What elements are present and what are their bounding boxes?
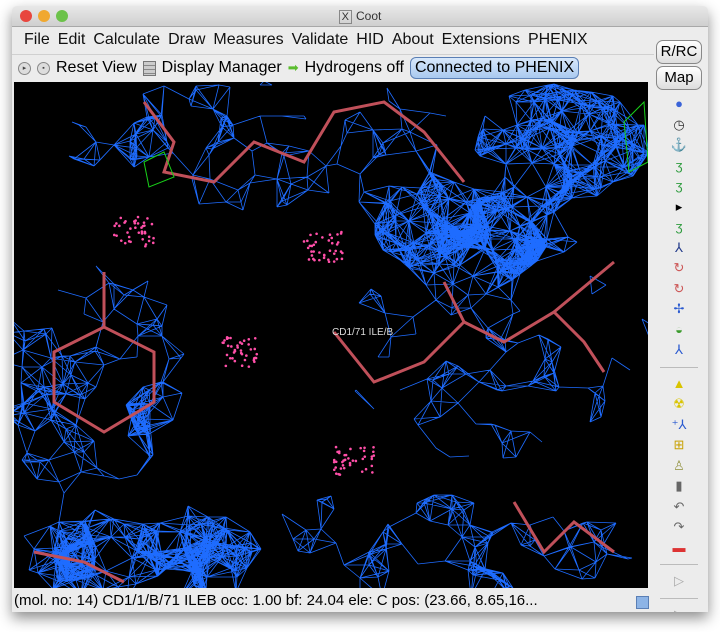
menu-phenix[interactable]: PHENIX [527,31,588,48]
molecule-bond [512,501,615,555]
rigid-body-fit-icon[interactable]: ⚓ [670,137,688,152]
x11-icon: X [338,10,352,24]
color-icon[interactable]: ▷ [674,573,684,588]
flip-peptide-icon[interactable]: ↻ [673,280,685,296]
coot-window: X Coot File Edit Calculate Draw Measures … [12,6,708,612]
add-atom-icon[interactable]: ☢ [673,396,685,411]
menu-extensions[interactable]: Extensions [441,31,520,48]
hydrogens-off-button[interactable]: Hydrogens off [304,59,404,76]
menu-measures[interactable]: Measures [213,31,284,48]
menu-edit[interactable]: Edit [57,31,86,48]
edit-chi-angles-icon[interactable]: ⅄ [675,239,683,255]
zoom-button[interactable] [56,10,68,22]
status-text: (mol. no: 14) CD1/1/B/71 ILEB occ: 1.00 … [14,592,538,609]
menu-about[interactable]: About [391,31,434,48]
molecule-graphics-canvas[interactable]: CD1/71 ILE/B [12,80,653,608]
add-terminal-residue-icon[interactable]: ▲ [672,375,686,391]
menu-validate[interactable]: Validate [291,31,349,48]
molecule-bond [553,260,615,314]
regularize-icon[interactable]: ʒ [675,178,683,193]
atom-label: CD1/71 ILE/B [332,327,394,338]
toolbar: ▸ ▪ Reset View Display Manager ➡ Hydroge… [12,54,654,81]
contact-dots [302,230,344,264]
toolbar-separator [660,564,698,565]
status-indicator [636,596,649,609]
menu-draw[interactable]: Draw [168,31,206,48]
undo-icon[interactable]: ↷ [673,519,685,534]
molecule-bond [142,100,466,184]
rotate-translate-zone-icon[interactable]: ● [675,96,683,111]
electron-density-mesh [12,80,653,608]
torsion-general-icon[interactable]: ↻ [673,260,685,275]
side-chain-180-icon[interactable]: ✢ [673,301,685,316]
delete-icon[interactable]: ↶ [673,498,685,514]
toolbar-separator [660,366,698,368]
place-atom-icon[interactable]: ♙ [673,457,685,473]
minimize-button[interactable] [38,10,50,22]
menu-bar: File Edit Calculate Draw Measures Valida… [12,27,592,53]
hydrogens-icon: ➡ [287,60,299,75]
auto-fit-rotamer-icon[interactable]: ◷ [673,116,685,132]
mutate-autofit-icon[interactable]: ⊞ [673,437,685,452]
mutate-icon[interactable]: ⁺⅄ [671,416,687,432]
menu-calculate[interactable]: Calculate [93,31,161,48]
molecule-bond [33,550,125,584]
rotamers-icon[interactable]: ʒ [675,219,683,234]
redo-icon[interactable]: ▬ [672,539,686,555]
clear-pending-icon[interactable]: ▮ [675,478,683,493]
edit-backbone-icon[interactable]: ⅄ [675,342,683,357]
toolbar-separator [660,597,698,599]
real-space-refine-icon[interactable]: ʒ [675,157,683,173]
toolbar-stop-icon[interactable]: ▪ [37,61,50,75]
title-bar: X Coot [12,6,708,27]
reset-view-button[interactable]: Reset View [56,59,137,76]
contact-dots [221,336,259,368]
menu-file[interactable]: File [24,31,50,48]
menu-hid[interactable]: HID [356,31,384,48]
status-bar: (mol. no: 14) CD1/1/B/71 ILEB occ: 1.00 … [12,590,650,612]
molecule-view[interactable] [12,80,653,608]
side-toolbar: R/RC Map ●◷⚓ʒʒ▸ʒ⅄↻↻✢◒⅄▲☢⁺⅄⊞♙▮↶↷▬▷▷ [650,38,708,612]
molecule-bond [332,310,606,384]
connected-to-phenix-button[interactable]: Connected to PHENIX [409,57,580,79]
map-button[interactable]: Map [656,66,702,90]
molecule-bond [442,281,466,323]
play-icon[interactable]: ▷ [650,605,708,613]
toolbar-toggle-icon[interactable]: ▸ [18,61,31,75]
sidechain-icon[interactable]: ◒ [675,321,683,337]
close-button[interactable] [20,10,32,22]
rrc-button[interactable]: R/RC [656,40,702,64]
contact-dots [112,215,155,248]
display-manager-icon [142,60,156,76]
display-manager-button[interactable]: Display Manager [161,59,282,76]
contact-dots [332,445,376,476]
window-title: Coot [355,9,382,23]
expand-arrow-icon[interactable]: ▸ [675,198,683,214]
